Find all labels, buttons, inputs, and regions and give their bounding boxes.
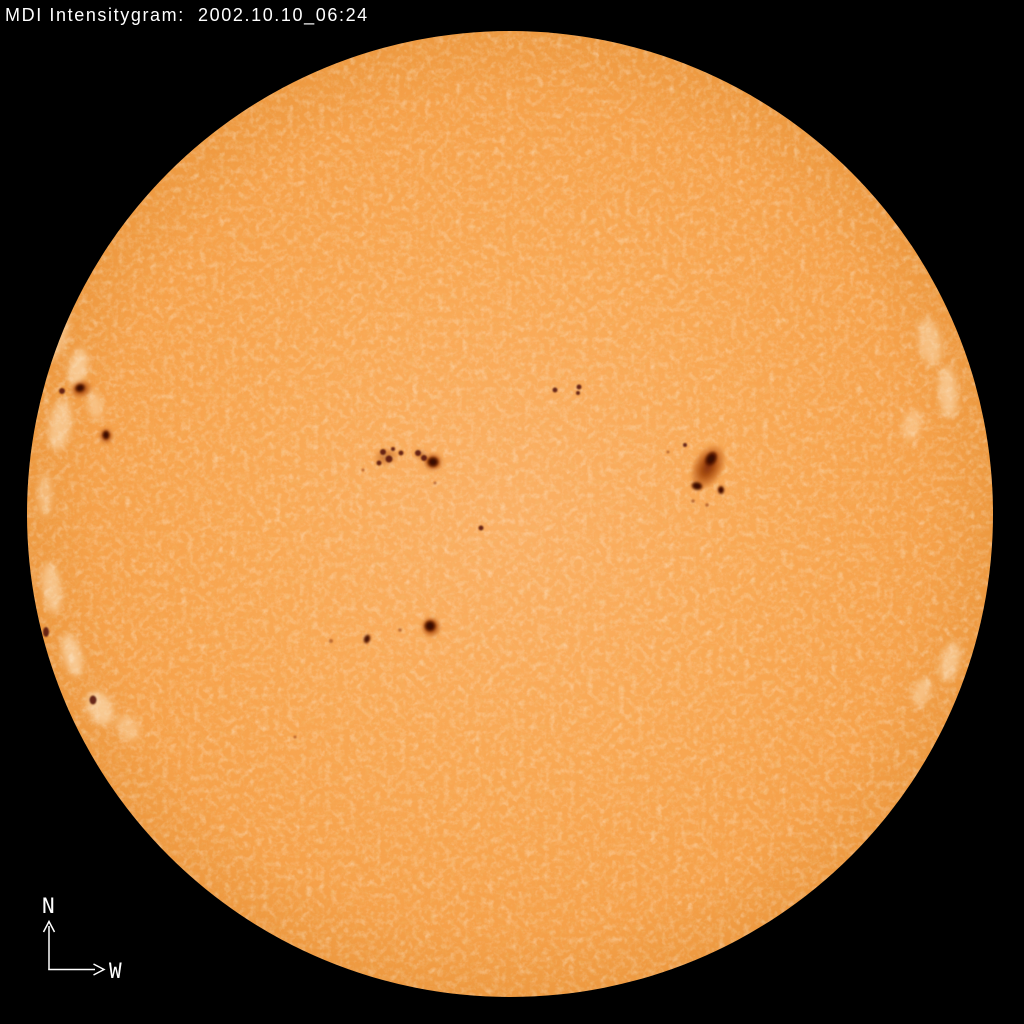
facula-patch [116,715,140,741]
compass-north-label: N [42,894,55,918]
compass-west-arrowhead [93,963,106,976]
compass-west-label: W [109,959,122,983]
facula-patch [87,391,103,419]
sunspot-pore [385,455,393,463]
facula-patch [902,409,922,441]
sunspot-faint-pore [398,628,402,632]
sunspot-umbrae-layer [74,383,725,644]
sunspot-pore [552,387,558,393]
sunspot-pore [478,525,484,531]
sunspot-umbra [363,634,371,644]
sunspot-umbra [717,485,725,495]
sunspot-umbra [427,456,439,468]
sunspot-faint-pore [666,450,670,454]
image-title: MDI Intensitygram: 2002.10.10_06:24 [5,5,369,25]
sunspot-pore [683,443,687,447]
sunspot-faint-pore [433,481,437,485]
facula-patch [938,366,958,418]
compass-north-arrowhead [42,919,56,933]
facula-patch [918,318,942,366]
sunspot-faint-pore [293,735,297,739]
facula-patch [940,642,960,682]
sunspot-pore [391,447,395,451]
sunspot-pore [576,384,582,390]
facula-patch [61,633,83,677]
facula-patch [48,399,72,451]
sunspot-pore [89,695,97,705]
sunspot-pore [421,455,427,461]
sunspot-pore [576,391,580,395]
sunspot-pore [376,460,382,466]
sunspot-umbra [704,451,718,467]
compass-rose: N W [42,894,122,983]
sunspot-pore [43,627,49,637]
facula-patch [38,473,52,517]
sunspot-umbra [691,481,703,491]
sunspot-pore [398,450,404,456]
facula-patch [68,348,88,388]
sunspot-pore [59,388,65,394]
sunspot-faint-pore [329,639,333,643]
sunspot-umbra [424,620,436,632]
sunspot-pores-layer [43,384,709,739]
sunspot-faint-pore [691,499,695,503]
facula-patch [912,677,932,707]
sunspot-pore [415,450,421,456]
sunspot-faint-pore [705,503,709,507]
sunspot-umbra [74,383,86,393]
facula-patch [42,562,62,614]
sunspot-umbra [102,430,110,440]
sunspot-faint-pore [361,468,365,472]
sunspot-pore [380,449,386,455]
